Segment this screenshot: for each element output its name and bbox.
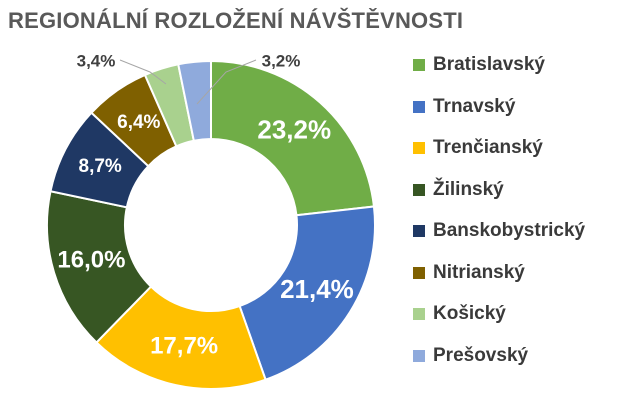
legend-item: Nitrianský [413, 262, 585, 284]
legend-swatch [413, 142, 425, 154]
legend-label: Trenčianský [433, 137, 543, 158]
legend-label: Košický [433, 303, 506, 324]
data-label-2: 21,4% [280, 274, 354, 304]
legend-item: Prešovský [413, 345, 585, 367]
legend-swatch [413, 59, 425, 71]
legend-item: Žilinský [413, 179, 585, 201]
legend-swatch [413, 100, 425, 113]
data-label-7: 3,4% [77, 51, 116, 70]
legend: Bratislavský Trnavský Trenčianský Žilinský B… [413, 54, 585, 386]
donut-slice-2 [238, 205, 376, 381]
legend-label: Žilinský [433, 178, 504, 200]
donut-slice-3 [95, 285, 267, 390]
legend-label: Prešovský [433, 344, 529, 366]
legend-swatch [413, 266, 425, 279]
legend-swatch [413, 349, 425, 362]
legend-item: Košický [413, 303, 585, 325]
legend-item: Banskobystrický [413, 220, 585, 242]
data-label-1: 23,2% [257, 115, 331, 145]
data-label-3: 17,7% [150, 332, 218, 359]
legend-swatch [413, 183, 425, 196]
donut-slice-8 [177, 59, 212, 142]
legend-label: Bratislavský [433, 54, 545, 75]
legend-swatch [413, 225, 425, 237]
legend-item: Trnavský [413, 96, 585, 118]
legend-item: Bratislavský [413, 54, 585, 76]
leader-line-8 [196, 59, 257, 105]
legend-swatch [413, 308, 425, 320]
legend-label: Trnavský [433, 95, 516, 117]
data-label-6: 6,4% [117, 112, 160, 133]
data-label-5: 8,7% [79, 156, 122, 177]
data-label-8: 3,2% [262, 51, 301, 70]
legend-item: Trenčianský [413, 137, 585, 159]
data-label-4: 16,0% [57, 247, 125, 274]
leader-line-7 [119, 59, 167, 85]
donut-slice-1 [210, 59, 376, 217]
legend-label: Nitrianský [433, 261, 525, 283]
chart-title: REGIONÁLNÍ ROZLOŽENÍ NÁVŠTĚVNOSTI [8, 8, 464, 33]
legend-label: Banskobystrický [433, 220, 586, 241]
